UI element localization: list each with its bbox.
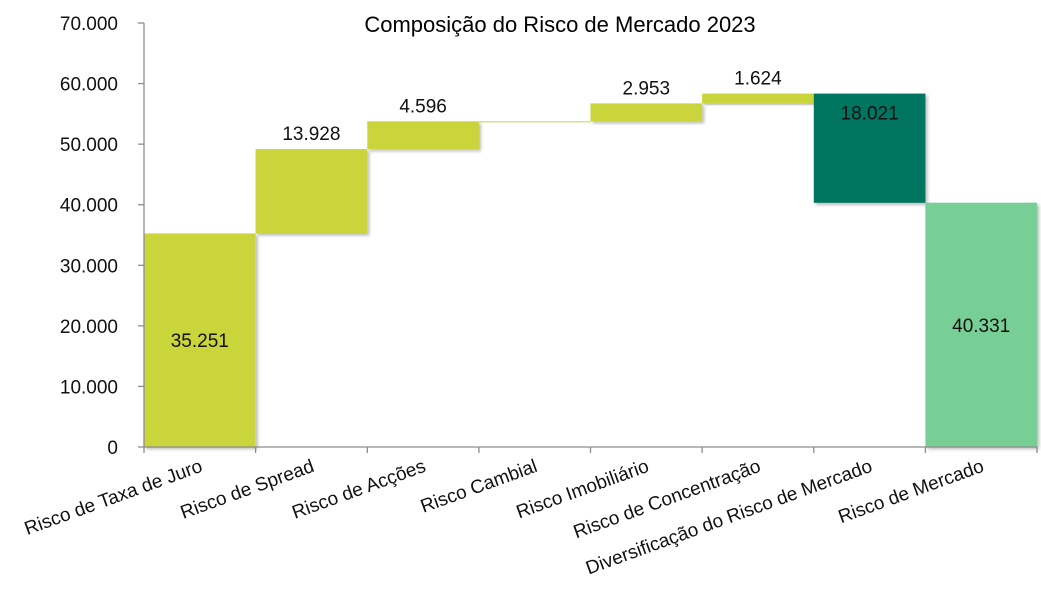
y-tick-label-6: 60.000 — [60, 75, 118, 96]
data-label-2: 13.928 — [282, 124, 340, 145]
data-label-3: 4.596 — [399, 96, 447, 117]
y-tick-label-5: 50.000 — [60, 135, 118, 156]
data-label-1: 35.251 — [171, 331, 229, 352]
bar-2 — [255, 149, 368, 234]
y-tick-label-3: 30.000 — [60, 256, 118, 277]
bar-3 — [367, 121, 479, 150]
y-tick-label-1: 10.000 — [60, 377, 118, 398]
y-tick-label-0: 0 — [107, 438, 118, 459]
bar-4 — [478, 121, 591, 123]
bar-6 — [702, 93, 814, 104]
data-label-7: 18.021 — [841, 104, 899, 125]
bar-5 — [590, 103, 703, 122]
bar-7 — [813, 93, 926, 203]
x-category-label-1: Risco de Taxa de Juro — [22, 456, 206, 540]
data-label-6: 1.624 — [734, 69, 782, 90]
data-label-5: 2.953 — [623, 78, 671, 99]
y-tick-label-2: 20.000 — [60, 317, 118, 338]
chart-title: Composição do Risco de Mercado 2023 — [364, 12, 755, 37]
y-tick-label-4: 40.000 — [60, 196, 118, 217]
bar-1 — [144, 233, 256, 447]
data-label-8: 40.331 — [952, 316, 1010, 337]
bar-8 — [925, 202, 1037, 447]
plot-area: 35.251 13.928 4.596 2.953 1.624 18.021 40.331 0… — [22, 14, 1038, 579]
y-tick-label-7: 70.000 — [60, 14, 118, 35]
